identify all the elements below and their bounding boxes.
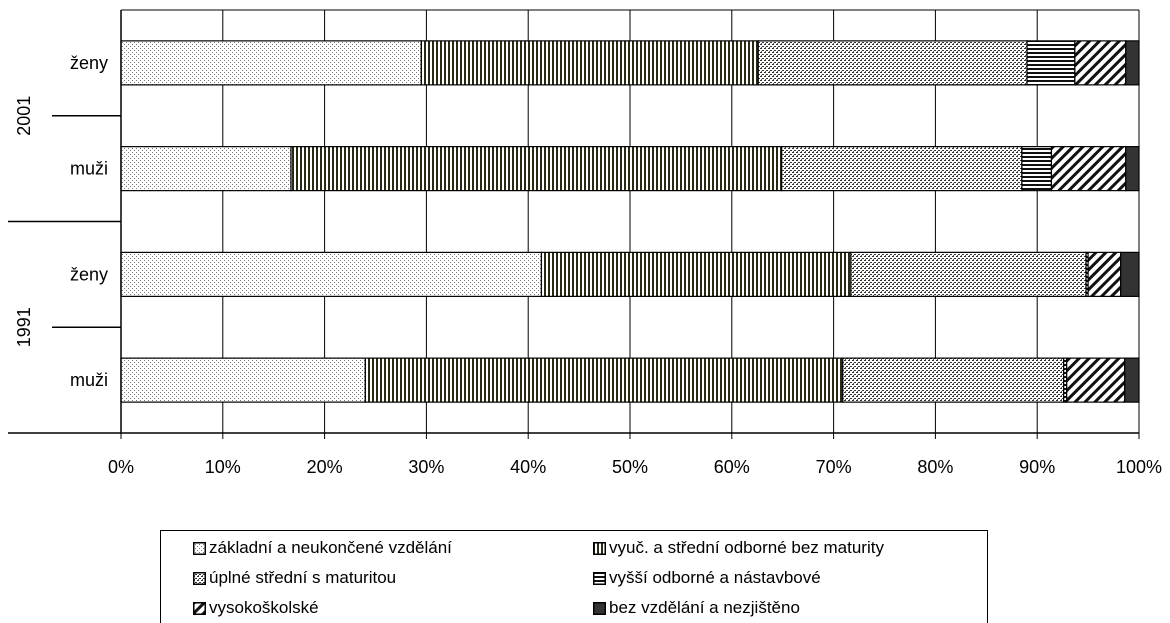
bar-segment xyxy=(120,251,543,297)
legend-swatch xyxy=(593,601,606,615)
legend-swatch xyxy=(193,601,206,615)
bar-segment xyxy=(1120,251,1140,297)
bar-segment xyxy=(1124,357,1140,403)
category-label: muži xyxy=(70,159,108,179)
x-tick-label: 30% xyxy=(408,457,444,477)
bar-segment xyxy=(1021,146,1053,192)
bar-segment xyxy=(540,251,852,297)
bar-segment xyxy=(1087,251,1122,297)
legend-swatch xyxy=(193,571,206,585)
category-label: ženy xyxy=(70,264,108,284)
bar-segment xyxy=(1125,146,1140,192)
bar-segment xyxy=(1125,40,1140,86)
legend-item: vyuč. a střední odborné bez maturity xyxy=(593,536,884,560)
legend-swatch xyxy=(593,571,606,585)
bar-segment xyxy=(757,40,1028,86)
bar-segment xyxy=(850,251,1087,297)
legend-swatch xyxy=(593,541,606,555)
x-tick-label: 20% xyxy=(307,457,343,477)
x-tick-label: 60% xyxy=(714,457,750,477)
group-label: 2001 xyxy=(14,96,34,136)
legend: základní a neukončené vzdělání vyuč. a st… xyxy=(160,530,988,623)
bar-segment xyxy=(842,357,1065,403)
x-tick-label: 80% xyxy=(917,457,953,477)
legend-item: vyšší odborné a nástavbové xyxy=(593,566,821,590)
legend-swatch xyxy=(193,541,206,555)
group-label: 1991 xyxy=(14,307,34,347)
legend-item: úplné střední s maturitou xyxy=(193,566,396,590)
category-label: ženy xyxy=(70,53,108,73)
x-tick-label: 0% xyxy=(108,457,134,477)
x-tick-label: 90% xyxy=(1019,457,1055,477)
bar-segment xyxy=(120,146,292,192)
legend-label: vysokoškolské xyxy=(209,598,319,617)
bar-segment xyxy=(120,40,422,86)
x-tick-label: 100% xyxy=(1116,457,1162,477)
bar-segment xyxy=(364,357,844,403)
legend-label: úplné střední s maturitou xyxy=(209,568,397,587)
bar-segment xyxy=(1026,40,1076,86)
legend-label: vyšší odborné a nástavbové xyxy=(609,568,821,587)
bar-segment xyxy=(1066,357,1126,403)
stacked-bar-chart: 0% 10% 20% 30% 40% 50% 60% 70% 80% 90% 100% ženy muž… xyxy=(8,9,1162,477)
legend-label: vyuč. a střední odborné bez maturity xyxy=(609,538,884,557)
legend-item: vysokoškolské xyxy=(193,596,319,620)
bar-segment xyxy=(1050,146,1127,192)
bar-segment xyxy=(781,146,1023,192)
x-tick-label: 40% xyxy=(510,457,546,477)
category-label: muži xyxy=(70,370,108,390)
legend-label: bez vzdělání a nezjištěno xyxy=(609,598,800,617)
x-tick-label: 70% xyxy=(816,457,852,477)
bar-segment xyxy=(420,40,759,86)
legend-item: základní a neukončené vzdělání xyxy=(193,536,452,560)
x-tick-label: 10% xyxy=(205,457,241,477)
bar-segment xyxy=(290,146,783,192)
x-tick-label: 50% xyxy=(612,457,648,477)
bar-segment xyxy=(1074,40,1127,86)
bar-segment xyxy=(120,357,366,403)
legend-item: bez vzdělání a nezjištěno xyxy=(593,596,800,620)
legend-label: základní a neukončené vzdělání xyxy=(209,538,452,557)
